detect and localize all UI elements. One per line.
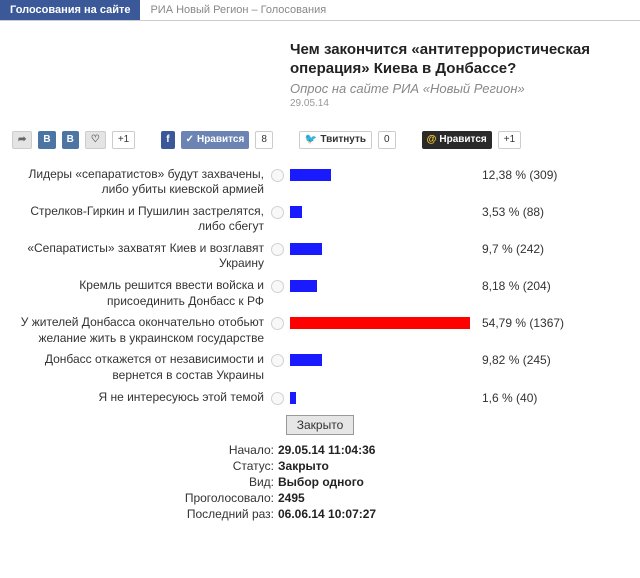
poll-option-label: «Сепаратисты» захватят Киев и возглавят … <box>8 241 270 272</box>
poll-option-radio[interactable] <box>270 315 284 330</box>
poll-option-row: У жителей Донбасса окончательно отобьют … <box>8 315 632 346</box>
poll-date: 29.05.14 <box>290 98 640 109</box>
mail-like-button[interactable]: @Нравится <box>422 131 492 149</box>
poll-option-bar <box>290 243 322 255</box>
meta-label: Проголосовало: <box>0 491 278 505</box>
closed-button: Закрыто <box>286 415 355 435</box>
closed-button-row: Закрыто <box>0 415 640 435</box>
meta-value: Закрыто <box>278 459 329 473</box>
poll-option-value: 1,6 % (40) <box>474 390 632 405</box>
poll-option-label: У жителей Донбасса окончательно отобьют … <box>8 315 270 346</box>
vk-button[interactable]: В <box>38 131 55 149</box>
meta-row: Статус:Закрыто <box>0 459 640 473</box>
poll-header: Чем закончится «антитеррористическая опе… <box>290 41 640 109</box>
poll-option-label: Я не интересуюсь этой темой <box>8 390 270 406</box>
poll-option-row: Кремль решится ввести войска и присоедин… <box>8 278 632 309</box>
social-share-row: ➦ В В ♡ +1 f ✓Нравится 8 🐦Твитнуть 0 @Нр… <box>4 127 636 153</box>
poll-option-value: 9,7 % (242) <box>474 241 632 256</box>
poll-option-radio[interactable] <box>270 390 284 405</box>
poll-meta: Начало:29.05.14 11:04:36Статус:ЗакрытоВи… <box>0 443 640 535</box>
tab-active[interactable]: Голосования на сайте <box>0 0 140 20</box>
poll-option-radio[interactable] <box>270 167 284 182</box>
poll-option-row: Я не интересуюсь этой темой 1,6 % (40) <box>8 390 632 406</box>
poll-option-row: «Сепаратисты» захватят Киев и возглавят … <box>8 241 632 272</box>
poll-option-bar <box>290 354 322 366</box>
poll-option-value: 8,18 % (204) <box>474 278 632 293</box>
mail-like-count: +1 <box>498 131 521 149</box>
poll-option-bar-cell <box>284 204 474 218</box>
poll-option-label: Донбасс откажется от независимости и вер… <box>8 352 270 383</box>
poll-option-radio[interactable] <box>270 204 284 219</box>
poll-option-bar <box>290 206 302 218</box>
vk-button-2[interactable]: В <box>62 131 79 149</box>
poll-option-bar-cell <box>284 278 474 292</box>
meta-value: 06.06.14 10:07:27 <box>278 507 376 521</box>
meta-row: Вид:Выбор одного <box>0 475 640 489</box>
poll-option-bar <box>290 280 317 292</box>
poll-option-bar-cell <box>284 352 474 366</box>
poll-option-row: Стрелков-Гиркин и Пушилин застрелятся, л… <box>8 204 632 235</box>
heart-icon[interactable]: ♡ <box>85 131 106 149</box>
tab-inactive[interactable]: РИА Новый Регион – Голосования <box>140 0 336 20</box>
meta-value: 2495 <box>278 491 305 505</box>
meta-row: Начало:29.05.14 11:04:36 <box>0 443 640 457</box>
poll-option-value: 12,38 % (309) <box>474 167 632 182</box>
fb-icon[interactable]: f <box>161 131 174 149</box>
meta-label: Вид: <box>0 475 278 489</box>
meta-label: Последний раз: <box>0 507 278 521</box>
poll-option-bar <box>290 392 296 404</box>
poll-option-label: Лидеры «сепаратистов» будут захвачены, л… <box>8 167 270 198</box>
poll-option-label: Стрелков-Гиркин и Пушилин застрелятся, л… <box>8 204 270 235</box>
poll-option-row: Донбасс откажется от независимости и вер… <box>8 352 632 383</box>
poll-option-bar <box>290 169 331 181</box>
fb-like-button[interactable]: ✓Нравится <box>181 131 250 149</box>
meta-row: Проголосовало:2495 <box>0 491 640 505</box>
poll-option-bar-cell <box>284 241 474 255</box>
poll-option-bar-cell <box>284 390 474 404</box>
poll-subtitle: Опрос на сайте РИА «Новый Регион» <box>290 81 640 96</box>
poll-option-value: 3,53 % (88) <box>474 204 632 219</box>
tabs: Голосования на сайте РИА Новый Регион – … <box>0 0 640 21</box>
poll-option-value: 54,79 % (1367) <box>474 315 632 330</box>
meta-label: Статус: <box>0 459 278 473</box>
meta-label: Начало: <box>0 443 278 457</box>
fb-like-count: 8 <box>255 131 273 149</box>
poll-option-row: Лидеры «сепаратистов» будут захвачены, л… <box>8 167 632 198</box>
tweet-count: 0 <box>378 131 396 149</box>
share-arrow-icon[interactable]: ➦ <box>12 131 32 149</box>
poll-title: Чем закончится «антитеррористическая опе… <box>290 41 640 79</box>
poll-option-radio[interactable] <box>270 352 284 367</box>
poll-results: Лидеры «сепаратистов» будут захвачены, л… <box>0 167 640 406</box>
tweet-button[interactable]: 🐦Твитнуть <box>299 131 372 149</box>
poll-option-value: 9,82 % (245) <box>474 352 632 367</box>
poll-option-radio[interactable] <box>270 241 284 256</box>
poll-option-bar-cell <box>284 315 474 329</box>
poll-option-bar <box>290 317 470 329</box>
meta-value: Выбор одного <box>278 475 364 489</box>
meta-value: 29.05.14 11:04:36 <box>278 443 375 457</box>
plus-one-count: +1 <box>112 131 135 149</box>
poll-option-label: Кремль решится ввести войска и присоедин… <box>8 278 270 309</box>
poll-option-bar-cell <box>284 167 474 181</box>
poll-option-radio[interactable] <box>270 278 284 293</box>
meta-row: Последний раз:06.06.14 10:07:27 <box>0 507 640 521</box>
